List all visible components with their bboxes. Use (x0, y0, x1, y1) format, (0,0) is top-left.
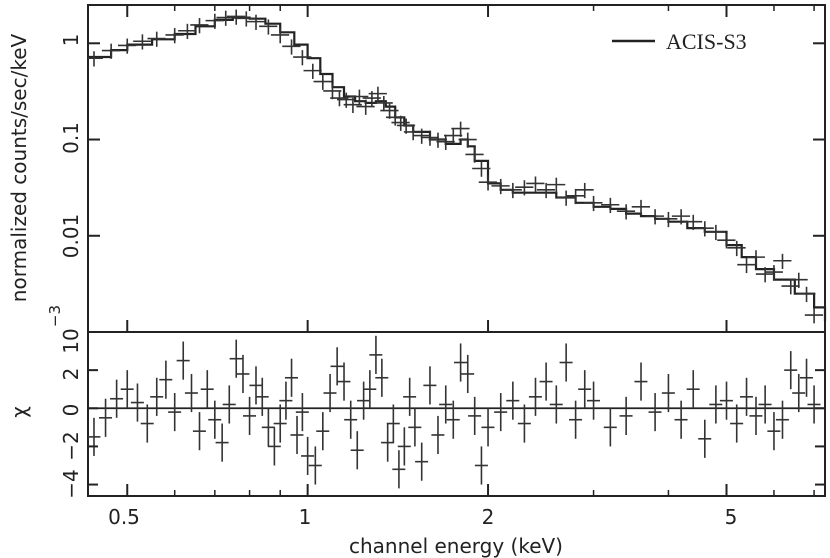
x-tick-label-5: 5 (725, 505, 738, 529)
legend-label-acis-s3: ACIS-S3 (666, 29, 747, 54)
model-step-line (88, 16, 827, 321)
y-tick-label-10-base: 10 (59, 328, 83, 353)
y-tick-label-0.1: 0.1 (59, 122, 83, 154)
spectrum-plot-frame (87, 4, 826, 333)
axis-ticks (88, 5, 825, 496)
spectrum-data-marks (88, 9, 827, 324)
residual-tick-label-minus2: −2 (59, 431, 83, 460)
y-tick-label-exponent: −3 (46, 305, 64, 327)
residual-tick-label-0: 0 (59, 404, 83, 417)
x-tick-label-1: 1 (299, 505, 312, 529)
y-tick-label-1: 1 (59, 34, 83, 47)
x-tick-label-0.5: 0.5 (108, 505, 140, 529)
residual-y-axis-label: χ (7, 406, 31, 418)
residual-tick-label-2: 2 (59, 368, 83, 381)
legend: ACIS-S3 (612, 29, 747, 54)
residual-data-marks (88, 335, 825, 489)
residual-tick-label-minus4: −4 (59, 469, 83, 498)
residual-plot-frame (87, 331, 826, 497)
y-tick-label-0.01: 0.01 (59, 214, 83, 259)
x-axis-label: channel energy (keV) (349, 534, 563, 558)
y-axis-label: normalized counts/sec/keV (7, 33, 31, 302)
x-tick-label-2: 2 (482, 505, 495, 529)
